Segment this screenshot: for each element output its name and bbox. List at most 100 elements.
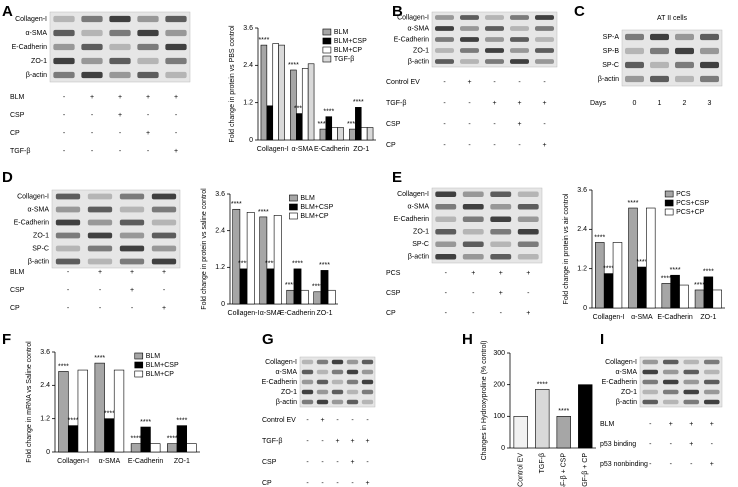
- y-tick-label: 3.6: [215, 191, 225, 198]
- condition-sign: -: [321, 438, 324, 445]
- condition-sign: -: [119, 130, 122, 137]
- x-tick-label: TGF-β + CSP: [561, 453, 568, 487]
- condition-label: PCS: [386, 270, 401, 277]
- bar: [150, 443, 161, 453]
- condition-label: CSP: [10, 112, 25, 119]
- condition-label: CSP: [386, 121, 401, 128]
- legend-label: BLM: [300, 195, 315, 202]
- condition-sign: -: [468, 100, 471, 107]
- condition-sign: +: [467, 79, 471, 86]
- blot-band: [510, 15, 529, 20]
- y-axis-label: Fold change in protein vs saline control: [201, 188, 208, 310]
- condition-sign: -: [445, 290, 448, 297]
- blot-band: [151, 232, 177, 239]
- blot-band: [119, 232, 145, 239]
- condition-sign: +: [118, 94, 122, 101]
- condition-sign: +: [517, 121, 521, 128]
- blot-band: [510, 48, 529, 53]
- x-tick-label: Collagen-I: [57, 458, 89, 465]
- condition-sign: -: [99, 287, 102, 294]
- condition-sign: -: [649, 461, 652, 468]
- significance: ****: [312, 284, 323, 291]
- blot-band: [151, 206, 177, 213]
- y-tick-label: 2.4: [40, 382, 50, 389]
- significance: ****: [104, 411, 115, 418]
- bar: [670, 274, 680, 309]
- blot-band: [517, 204, 539, 210]
- condition-sign: 0: [633, 100, 637, 107]
- blot-band: [535, 48, 554, 53]
- significance: ****: [628, 200, 639, 207]
- blot-band: [535, 59, 554, 64]
- condition-label: TGF-β: [10, 148, 30, 155]
- y-tick-label: 3.6: [40, 349, 50, 356]
- y-tick-label: 1.2: [577, 266, 587, 273]
- blot-band: [683, 369, 700, 375]
- condition-label: p53 nonbinding: [600, 461, 648, 468]
- x-tick-label: α-SMA: [99, 458, 121, 465]
- significance: ****: [294, 105, 305, 112]
- blot-band: [331, 379, 344, 385]
- blot-band: [435, 229, 457, 235]
- x-tick-label: α-SMA: [631, 314, 653, 321]
- y-tick-label: 1.2: [243, 100, 253, 107]
- condition-sign: -: [445, 270, 448, 277]
- significance: ****: [323, 109, 334, 116]
- blot-band: [625, 33, 644, 41]
- blot-band: [642, 369, 659, 375]
- condition-label: CP: [386, 142, 396, 149]
- blot-band: [485, 48, 504, 53]
- blot-band: [119, 193, 145, 200]
- blot-band: [331, 369, 344, 375]
- blot-band: [642, 359, 659, 365]
- blot-band: [535, 26, 554, 31]
- y-tick-label: 3.6: [577, 187, 587, 194]
- condition-sign: +: [689, 441, 693, 448]
- blot-band: [435, 37, 454, 42]
- protein-label: ZO-1: [413, 229, 429, 236]
- protein-label: β-actin: [408, 254, 429, 261]
- protein-label: β-actin: [598, 76, 619, 83]
- condition-sign: -: [321, 480, 324, 487]
- condition-sign: -: [99, 305, 102, 312]
- blot-band: [435, 254, 457, 260]
- bar: [239, 268, 248, 305]
- legend-swatch: [289, 194, 298, 202]
- significance: ****: [594, 234, 605, 241]
- x-tick-label: Collagen-I: [228, 310, 260, 317]
- protein-label: Collagen-I: [15, 16, 47, 23]
- bar: [140, 426, 151, 453]
- significance: ****: [265, 261, 276, 268]
- blot-band: [119, 258, 145, 265]
- blot-band: [81, 57, 103, 65]
- bar: [58, 371, 69, 453]
- blot-band: [490, 191, 512, 197]
- blot-band: [137, 29, 159, 37]
- blot-band: [435, 241, 457, 247]
- condition-sign: -: [443, 79, 446, 86]
- y-tick-label: 100: [493, 413, 505, 420]
- blot-band: [137, 57, 159, 65]
- blot-band: [137, 15, 159, 23]
- bar: [296, 113, 303, 141]
- blot-band: [165, 43, 187, 51]
- blot-band: [662, 369, 679, 375]
- bar: [266, 105, 274, 141]
- condition-sign: -: [175, 130, 178, 137]
- blot-band: [55, 219, 81, 226]
- condition-sign: -: [336, 459, 339, 466]
- blot-band: [316, 369, 329, 375]
- significance: ****: [238, 261, 249, 268]
- condition-sign: -: [306, 480, 309, 487]
- blot-band: [683, 399, 700, 405]
- significance: ****: [167, 436, 178, 443]
- blot-band: [662, 389, 679, 395]
- blot-band: [675, 75, 694, 83]
- blot-band: [55, 258, 81, 265]
- condition-sign: -: [472, 310, 475, 317]
- blot-band: [346, 389, 359, 395]
- y-tick-label: 2.4: [215, 228, 225, 235]
- blot-band: [81, 29, 103, 37]
- significance: ****: [317, 121, 328, 128]
- blot-band: [510, 59, 529, 64]
